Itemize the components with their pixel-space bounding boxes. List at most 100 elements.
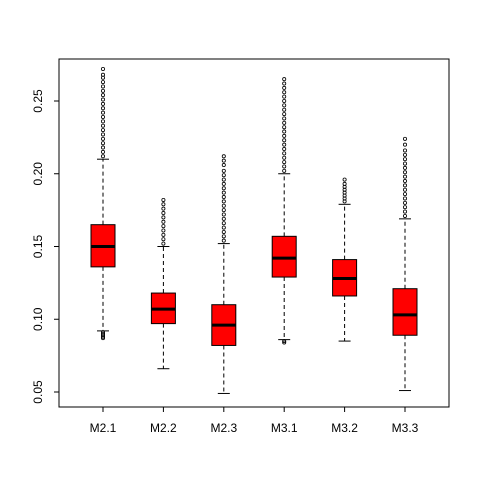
outlier-point — [161, 219, 166, 224]
outlier-point — [221, 181, 226, 186]
outlier-point — [221, 203, 226, 208]
outlier-point — [221, 229, 226, 234]
chart-axes: M2.1 M2.2 M2.3 M3.1 M3.2 M3.3 0.05 0.10 0.15 0.20… — [31, 89, 419, 435]
box-group-M2-3 — [211, 154, 237, 394]
outlier-point — [101, 97, 106, 102]
outlier-point — [282, 125, 287, 130]
outlier-point — [402, 157, 407, 162]
outlier-point — [282, 116, 287, 121]
y-tick-label: 0.15 — [31, 234, 45, 258]
box-group-M2-2 — [150, 197, 176, 370]
outlier-point — [221, 199, 226, 204]
outlier-point — [101, 119, 106, 124]
outlier-point — [101, 110, 106, 115]
outlier-point — [161, 202, 166, 207]
outlier-point — [101, 80, 106, 85]
outlier-point — [282, 155, 287, 160]
outlier-point — [282, 85, 287, 90]
outlier-point — [282, 142, 287, 147]
outlier-point — [282, 90, 287, 95]
outlier-point — [221, 225, 226, 230]
outlier-point — [282, 164, 287, 169]
outlier-point — [282, 94, 287, 99]
outlier-point — [221, 234, 226, 239]
outlier-point — [402, 170, 407, 175]
outlier-point — [282, 151, 287, 156]
outlier-point — [101, 128, 106, 133]
x-tick-label: M2.2 — [150, 421, 177, 435]
x-tick-label: M3.3 — [392, 421, 419, 435]
outlier-point — [161, 224, 166, 229]
y-tick-label: 0.10 — [31, 307, 45, 331]
outlier-point — [101, 132, 106, 137]
outlier-point — [221, 163, 226, 168]
outlier-point — [282, 339, 287, 344]
outlier-point — [402, 192, 407, 197]
outlier-point — [161, 197, 166, 202]
outlier-point — [221, 221, 226, 226]
outlier-point — [402, 161, 407, 166]
x-tick-label: M3.1 — [271, 421, 298, 435]
outlier-point — [342, 177, 347, 182]
outlier-point — [101, 145, 106, 150]
outlier-point — [101, 66, 106, 71]
outlier-point — [161, 237, 166, 242]
outlier-point — [282, 160, 287, 165]
outlier-point — [221, 190, 226, 195]
outlier-point — [161, 232, 166, 237]
outlier-point — [402, 174, 407, 179]
outlier-point — [101, 72, 106, 77]
outlier-point — [282, 120, 287, 125]
outlier-point — [221, 158, 226, 163]
outlier-point — [282, 77, 287, 82]
outlier-point — [221, 154, 226, 159]
outlier-point — [402, 187, 407, 192]
outlier-point — [101, 88, 106, 93]
outlier-point — [402, 136, 407, 141]
outlier-point — [402, 205, 407, 210]
outlier-point — [221, 168, 226, 173]
outlier-point — [101, 84, 106, 89]
outlier-point — [101, 141, 106, 146]
outlier-point — [101, 93, 106, 98]
outlier-point — [161, 215, 166, 220]
y-tick-label: 0.05 — [31, 380, 45, 404]
outlier-point — [282, 147, 287, 152]
outlier-point — [342, 181, 347, 186]
box-group-M3-3 — [392, 136, 418, 392]
outlier-point — [282, 340, 287, 345]
outlier-point — [282, 81, 287, 86]
outlier-point — [101, 149, 106, 154]
outlier-point — [221, 216, 226, 221]
outlier-point — [101, 101, 106, 106]
outlier-point — [221, 177, 226, 182]
outlier-point — [221, 208, 226, 213]
outlier-point — [161, 241, 166, 246]
box-group-M2-1 — [90, 66, 116, 341]
outlier-point — [402, 209, 407, 214]
outlier-point — [161, 211, 166, 216]
outlier-point — [282, 168, 287, 173]
outlier-point — [221, 212, 226, 217]
outlier-point — [282, 129, 287, 134]
x-tick-label: M2.1 — [90, 421, 117, 435]
outlier-point — [101, 154, 106, 159]
y-tick-label: 0.25 — [31, 89, 45, 113]
x-tick-label: M2.3 — [210, 421, 237, 435]
outlier-point — [282, 107, 287, 112]
box-group-M3-1 — [271, 77, 297, 345]
outlier-point — [402, 213, 407, 218]
outlier-point — [101, 331, 106, 336]
outlier-point — [221, 173, 226, 178]
outlier-point — [402, 152, 407, 157]
outlier-point — [402, 165, 407, 170]
outlier-point — [282, 112, 287, 117]
outlier-point — [161, 206, 166, 211]
outlier-point — [402, 183, 407, 188]
outlier-point — [221, 238, 226, 243]
outlier-point — [402, 200, 407, 205]
outlier-point — [282, 99, 287, 104]
outlier-point — [402, 179, 407, 184]
outlier-point — [221, 195, 226, 200]
